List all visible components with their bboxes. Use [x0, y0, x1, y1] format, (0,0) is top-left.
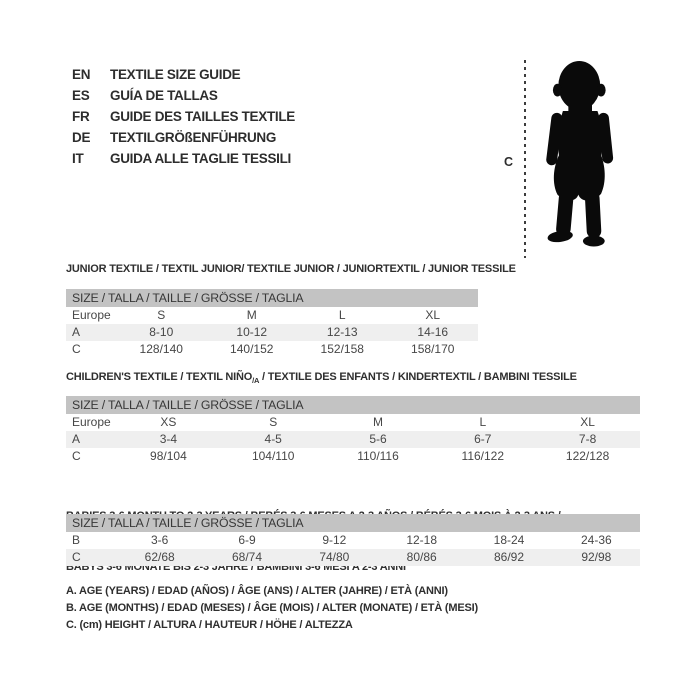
language-code: DE — [72, 130, 91, 145]
table-cell: 80/86 — [406, 550, 437, 564]
footnote-c: C. (cm) HEIGHT / ALTURA / HAUTEUR / HÖHE… — [66, 619, 353, 631]
language-row-fr: FR GUIDE DES TAILLES TEXTILE — [72, 106, 295, 127]
table-cell: 128/140 — [139, 342, 183, 356]
table-cell: 158/170 — [411, 342, 455, 356]
junior-table: SIZE / TALLA / TAILLE / GRÖSSE / TAGLIA … — [66, 289, 478, 358]
table-cell: S — [157, 308, 166, 322]
table-cell: L — [479, 415, 487, 429]
table-cell: 18-24 — [493, 533, 525, 547]
language-code: EN — [72, 67, 91, 82]
row-label-cell: C — [72, 342, 81, 356]
table-cell: 122/128 — [565, 449, 610, 463]
language-row-de: DE TEXTILGRÖßENFÜHRUNG — [72, 127, 295, 148]
table-cell: 6-7 — [474, 432, 492, 446]
table-cell: XL — [425, 308, 441, 322]
heading-text: / TEXTILE DES ENFANTS / KINDERTEXTIL / B… — [259, 371, 577, 383]
babies-table: SIZE / TALLA / TAILLE / GRÖSSE / TAGLIA … — [66, 514, 640, 566]
language-label: GUIDA ALLE TAGLIE TESSILI — [110, 151, 291, 166]
table-cell: 4-5 — [264, 432, 282, 446]
table-row: Europe XS S M L XL — [66, 414, 640, 431]
table-cell: 104/110 — [251, 449, 295, 463]
language-label: TEXTILGRÖßENFÜHRUNG — [110, 130, 277, 145]
table-cell: 3-6 — [150, 533, 169, 547]
table-cell: 140/152 — [230, 342, 274, 356]
table-cell: 62/68 — [144, 550, 175, 564]
size-header-bar: SIZE / TALLA / TAILLE / GRÖSSE / TAGLIA — [66, 514, 640, 532]
language-row-en: EN TEXTILE SIZE GUIDE — [72, 64, 295, 85]
table-cell: 116/122 — [461, 449, 505, 463]
table-row: A 8-10 10-12 12-13 14-16 — [66, 324, 478, 341]
heading-text: CHILDREN'S TEXTILE / TEXTIL NIÑO — [66, 371, 253, 383]
junior-section-heading: JUNIOR TEXTILE / TEXTIL JUNIOR/ TEXTILE … — [66, 263, 516, 275]
toddler-silhouette-icon — [546, 61, 614, 247]
language-label: TEXTILE SIZE GUIDE — [110, 67, 241, 82]
table-cell: L — [338, 308, 346, 322]
table-row: C 98/104 104/110 110/116 116/122 122/128 — [66, 448, 640, 465]
table-cell: 12-13 — [326, 325, 358, 339]
table-row: Europe S M L XL — [66, 307, 478, 324]
table-cell: 24-36 — [580, 533, 612, 547]
toddler-figure: C — [498, 50, 643, 265]
size-header-bar: SIZE / TALLA / TAILLE / GRÖSSE / TAGLIA — [66, 396, 640, 414]
table-cell: 10-12 — [236, 325, 268, 339]
table-cell: 68/74 — [231, 550, 262, 564]
table-row: B 3-6 6-9 9-12 12-18 18-24 24-36 — [66, 532, 640, 549]
table-cell: 8-10 — [149, 325, 174, 339]
table-cell: 110/116 — [357, 449, 399, 463]
table-cell: 7-8 — [578, 432, 597, 446]
language-row-it: IT GUIDA ALLE TAGLIE TESSILI — [72, 148, 295, 169]
table-cell: 92/98 — [581, 550, 612, 564]
language-code: IT — [72, 151, 84, 166]
language-label: GUÍA DE TALLAS — [110, 88, 218, 103]
table-row: C 62/68 68/74 74/80 80/86 86/92 92/98 — [66, 549, 640, 566]
language-code: FR — [72, 109, 90, 124]
row-label-cell: C — [72, 550, 81, 564]
children-section-heading: CHILDREN'S TEXTILE / TEXTIL NIÑO/A / TEX… — [66, 369, 577, 389]
children-table: SIZE / TALLA / TAILLE / GRÖSSE / TAGLIA … — [66, 396, 640, 465]
table-cell: 6-9 — [238, 533, 256, 547]
table-cell: 3-4 — [159, 432, 178, 446]
table-cell: 12-18 — [406, 533, 438, 547]
row-label-cell: A — [72, 432, 81, 446]
table-cell: XS — [160, 415, 177, 429]
row-label-cell: Europe — [72, 415, 111, 429]
language-label: GUIDE DES TAILLES TEXTILE — [110, 109, 296, 124]
table-row: C 128/140 140/152 152/158 158/170 — [66, 341, 478, 358]
row-label-cell: B — [72, 533, 81, 547]
table-cell: 14-16 — [417, 325, 449, 339]
footnotes: A. AGE (YEARS) / EDAD (AÑOS) / ÂGE (ANS)… — [66, 583, 478, 634]
table-cell: XL — [580, 415, 595, 429]
table-cell: 152/158 — [320, 342, 364, 356]
size-header-bar: SIZE / TALLA / TAILLE / GRÖSSE / TAGLIA — [66, 289, 478, 307]
row-label-cell: A — [72, 325, 81, 339]
table-cell: 5-6 — [369, 432, 387, 446]
footnote-a: A. AGE (YEARS) / EDAD (AÑOS) / ÂGE (ANS)… — [66, 585, 448, 597]
table-cell: M — [372, 415, 383, 429]
table-cell: M — [246, 308, 257, 322]
language-list: EN TEXTILE SIZE GUIDE ES GUÍA DE TALLAS … — [72, 64, 295, 169]
table-cell: 86/92 — [493, 550, 524, 564]
row-label-cell: Europe — [72, 308, 111, 322]
row-label-cell: C — [72, 449, 81, 463]
table-cell: 9-12 — [322, 533, 347, 547]
height-measure-label: C — [504, 155, 514, 169]
footnote-b: B. AGE (MONTHS) / EDAD (MESES) / ÂGE (MO… — [66, 602, 478, 614]
table-cell: S — [269, 415, 278, 429]
table-cell: 74/80 — [319, 550, 350, 564]
table-row: A 3-4 4-5 5-6 6-7 7-8 — [66, 431, 640, 448]
height-dashed-line — [524, 60, 526, 258]
language-row-es: ES GUÍA DE TALLAS — [72, 85, 295, 106]
heading-subscript: /A — [252, 376, 260, 386]
table-cell: 98/104 — [150, 449, 187, 463]
language-code: ES — [72, 88, 90, 103]
